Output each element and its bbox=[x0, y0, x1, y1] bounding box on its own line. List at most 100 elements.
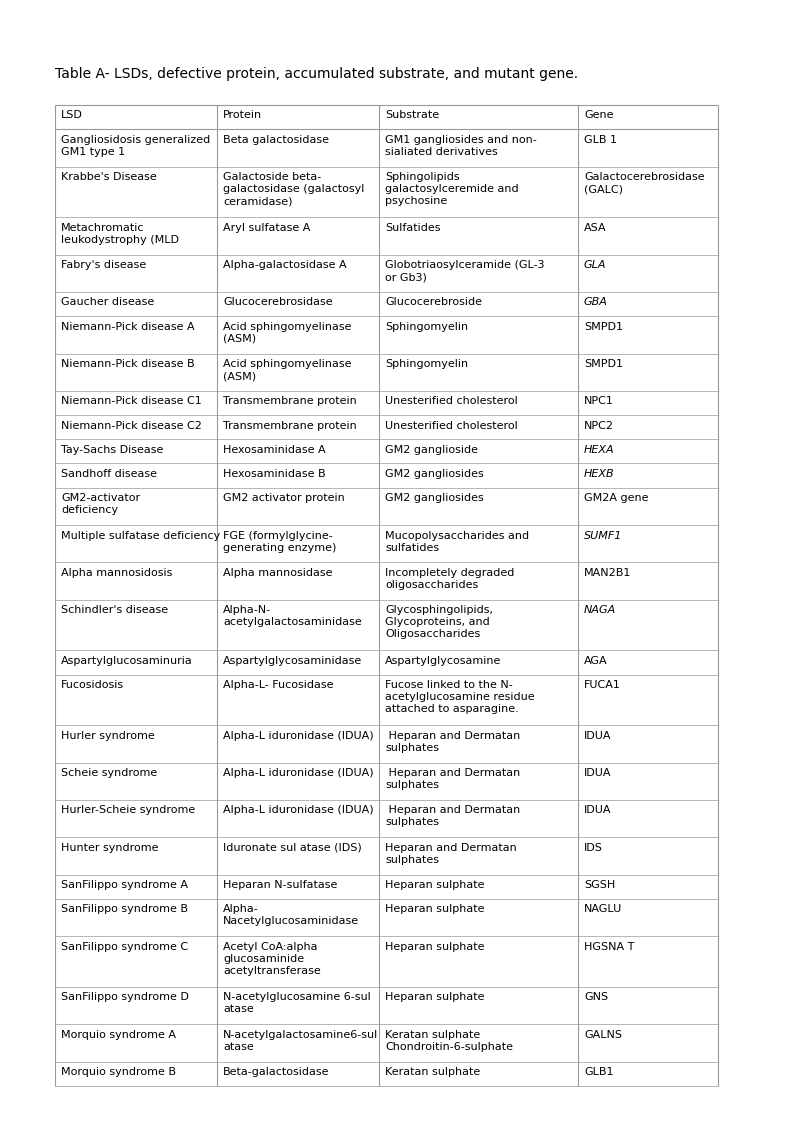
Text: GALNS: GALNS bbox=[584, 1030, 622, 1040]
Text: N-acetylglucosamine 6-sul
atase: N-acetylglucosamine 6-sul atase bbox=[223, 993, 371, 1014]
Text: GM2-activator
deficiency: GM2-activator deficiency bbox=[61, 494, 140, 515]
Text: Heparan and Dermatan
sulphates: Heparan and Dermatan sulphates bbox=[385, 843, 517, 865]
Text: Alpha mannosidosis: Alpha mannosidosis bbox=[61, 568, 172, 578]
Text: GM2 gangliosides: GM2 gangliosides bbox=[385, 469, 484, 479]
Text: SMPD1: SMPD1 bbox=[584, 322, 623, 332]
Text: Glycosphingolipids,
Glycoproteins, and
Oligosaccharides: Glycosphingolipids, Glycoproteins, and O… bbox=[385, 606, 493, 640]
Text: Heparan sulphate: Heparan sulphate bbox=[385, 881, 484, 890]
Text: GLA: GLA bbox=[584, 260, 607, 270]
Text: Scheie syndrome: Scheie syndrome bbox=[61, 769, 157, 779]
Text: Unesterified cholesterol: Unesterified cholesterol bbox=[385, 421, 518, 431]
Text: GM2A gene: GM2A gene bbox=[584, 494, 649, 503]
Text: Heparan sulphate: Heparan sulphate bbox=[385, 904, 484, 914]
Text: Multiple sulfatase deficiency: Multiple sulfatase deficiency bbox=[61, 531, 220, 541]
Text: Morquio syndrome B: Morquio syndrome B bbox=[61, 1067, 176, 1077]
Text: Niemann-Pick disease A: Niemann-Pick disease A bbox=[61, 322, 195, 332]
Text: FGE (formylglycine-
generating enzyme): FGE (formylglycine- generating enzyme) bbox=[223, 531, 337, 552]
Text: SMPD1: SMPD1 bbox=[584, 359, 623, 369]
Text: Alpha-L iduronidase (IDUA): Alpha-L iduronidase (IDUA) bbox=[223, 769, 374, 779]
Text: Fabry's disease: Fabry's disease bbox=[61, 260, 146, 270]
Text: Hunter syndrome: Hunter syndrome bbox=[61, 843, 159, 853]
Text: IDS: IDS bbox=[584, 843, 603, 853]
Text: IDUA: IDUA bbox=[584, 806, 611, 816]
Text: Hexosaminidase A: Hexosaminidase A bbox=[223, 444, 326, 454]
Text: Mucopolysaccharides and
sulfatides: Mucopolysaccharides and sulfatides bbox=[385, 531, 529, 552]
Text: Morquio syndrome A: Morquio syndrome A bbox=[61, 1030, 176, 1040]
Text: Heparan N-sulfatase: Heparan N-sulfatase bbox=[223, 881, 337, 890]
Text: SGSH: SGSH bbox=[584, 881, 615, 890]
Text: Heparan sulphate: Heparan sulphate bbox=[385, 993, 484, 1002]
Text: Aspartylglycosamine: Aspartylglycosamine bbox=[385, 656, 501, 666]
Text: Hurler-Scheie syndrome: Hurler-Scheie syndrome bbox=[61, 806, 195, 816]
Text: Gaucher disease: Gaucher disease bbox=[61, 297, 154, 307]
Text: Acid sphingomyelinase
(ASM): Acid sphingomyelinase (ASM) bbox=[223, 322, 352, 343]
Text: Acetyl CoA:alpha
glucosaminide
acetyltransferase: Acetyl CoA:alpha glucosaminide acetyltra… bbox=[223, 941, 321, 976]
Text: Keratan sulphate: Keratan sulphate bbox=[385, 1067, 480, 1077]
Text: Alpha-N-
acetylgalactosaminidase: Alpha-N- acetylgalactosaminidase bbox=[223, 606, 362, 627]
Text: HEXB: HEXB bbox=[584, 469, 615, 479]
Text: Alpha-L iduronidase (IDUA): Alpha-L iduronidase (IDUA) bbox=[223, 806, 374, 816]
Text: NPC1: NPC1 bbox=[584, 396, 614, 406]
Text: SanFilippo syndrome C: SanFilippo syndrome C bbox=[61, 941, 188, 951]
Text: Niemann-Pick disease C1: Niemann-Pick disease C1 bbox=[61, 396, 202, 406]
Text: Sandhoff disease: Sandhoff disease bbox=[61, 469, 157, 479]
Text: Sphingomyelin: Sphingomyelin bbox=[385, 322, 468, 332]
Text: Substrate: Substrate bbox=[385, 110, 439, 120]
Text: Heparan sulphate: Heparan sulphate bbox=[385, 941, 484, 951]
Text: ASA: ASA bbox=[584, 222, 607, 232]
Text: Schindler's disease: Schindler's disease bbox=[61, 606, 168, 615]
Text: Glucocerebroside: Glucocerebroside bbox=[385, 297, 482, 307]
Text: Beta-galactosidase: Beta-galactosidase bbox=[223, 1067, 330, 1077]
Text: SanFilippo syndrome A: SanFilippo syndrome A bbox=[61, 881, 188, 890]
Text: Fucosidosis: Fucosidosis bbox=[61, 680, 124, 690]
Text: GLB 1: GLB 1 bbox=[584, 135, 617, 145]
Text: Gene: Gene bbox=[584, 110, 614, 120]
Text: Unesterified cholesterol: Unesterified cholesterol bbox=[385, 396, 518, 406]
Text: Fucose linked to the N-
acetylglucosamine residue
attached to asparagine.: Fucose linked to the N- acetylglucosamin… bbox=[385, 680, 534, 714]
Text: GM1 gangliosides and non-
sialiated derivatives: GM1 gangliosides and non- sialiated deri… bbox=[385, 135, 537, 157]
Text: GM2 ganglioside: GM2 ganglioside bbox=[385, 444, 478, 454]
Text: Niemann-Pick disease C2: Niemann-Pick disease C2 bbox=[61, 421, 202, 431]
Text: Sphingomyelin: Sphingomyelin bbox=[385, 359, 468, 369]
Text: Hurler syndrome: Hurler syndrome bbox=[61, 730, 155, 741]
Text: Globotriaosylceramide (GL-3
or Gb3): Globotriaosylceramide (GL-3 or Gb3) bbox=[385, 260, 545, 282]
Text: Galactocerebrosidase
(GALC): Galactocerebrosidase (GALC) bbox=[584, 172, 704, 194]
Text: NPC2: NPC2 bbox=[584, 421, 614, 431]
Text: Sphingolipids
galactosylceremide and
psychosine: Sphingolipids galactosylceremide and psy… bbox=[385, 172, 518, 206]
Text: GBA: GBA bbox=[584, 297, 608, 307]
Text: SUMF1: SUMF1 bbox=[584, 531, 622, 541]
Text: IDUA: IDUA bbox=[584, 730, 611, 741]
Text: NAGA: NAGA bbox=[584, 606, 616, 615]
Text: Protein: Protein bbox=[223, 110, 262, 120]
Text: Table A- LSDs, defective protein, accumulated substrate, and mutant gene.: Table A- LSDs, defective protein, accumu… bbox=[55, 67, 578, 81]
Text: Sulfatides: Sulfatides bbox=[385, 222, 441, 232]
Text: Gangliosidosis generalized
GM1 type 1: Gangliosidosis generalized GM1 type 1 bbox=[61, 135, 210, 157]
Text: GM2 activator protein: GM2 activator protein bbox=[223, 494, 345, 503]
Text: SanFilippo syndrome B: SanFilippo syndrome B bbox=[61, 904, 188, 914]
Text: Alpha-L iduronidase (IDUA): Alpha-L iduronidase (IDUA) bbox=[223, 730, 374, 741]
Text: Hexosaminidase B: Hexosaminidase B bbox=[223, 469, 326, 479]
Text: Alpha-galactosidase A: Alpha-galactosidase A bbox=[223, 260, 347, 270]
Text: GLB1: GLB1 bbox=[584, 1067, 614, 1077]
Text: GNS: GNS bbox=[584, 993, 608, 1002]
Text: Heparan and Dermatan
sulphates: Heparan and Dermatan sulphates bbox=[385, 769, 520, 790]
Text: Aryl sulfatase A: Aryl sulfatase A bbox=[223, 222, 310, 232]
Text: Aspartylglycosaminidase: Aspartylglycosaminidase bbox=[223, 656, 362, 666]
Text: AGA: AGA bbox=[584, 656, 607, 666]
Text: Aspartylglucosaminuria: Aspartylglucosaminuria bbox=[61, 656, 193, 666]
Text: Alpha-L- Fucosidase: Alpha-L- Fucosidase bbox=[223, 680, 333, 690]
Text: Iduronate sul atase (IDS): Iduronate sul atase (IDS) bbox=[223, 843, 362, 853]
Text: N-acetylgalactosamine6-sul
atase: N-acetylgalactosamine6-sul atase bbox=[223, 1030, 378, 1051]
Text: Transmembrane protein: Transmembrane protein bbox=[223, 396, 357, 406]
Text: Acid sphingomyelinase
(ASM): Acid sphingomyelinase (ASM) bbox=[223, 359, 352, 381]
Text: Incompletely degraded
oligosaccharides: Incompletely degraded oligosaccharides bbox=[385, 568, 515, 590]
Text: Metachromatic
leukodystrophy (MLD: Metachromatic leukodystrophy (MLD bbox=[61, 222, 179, 245]
Text: SanFilippo syndrome D: SanFilippo syndrome D bbox=[61, 993, 189, 1002]
Text: Alpha mannosidase: Alpha mannosidase bbox=[223, 568, 333, 578]
Text: Alpha-
Nacetylglucosaminidase: Alpha- Nacetylglucosaminidase bbox=[223, 904, 359, 927]
Text: Keratan sulphate
Chondroitin-6-sulphate: Keratan sulphate Chondroitin-6-sulphate bbox=[385, 1030, 513, 1051]
Text: HEXA: HEXA bbox=[584, 444, 615, 454]
Text: Niemann-Pick disease B: Niemann-Pick disease B bbox=[61, 359, 195, 369]
Text: LSD: LSD bbox=[61, 110, 83, 120]
Text: Heparan and Dermatan
sulphates: Heparan and Dermatan sulphates bbox=[385, 730, 520, 753]
